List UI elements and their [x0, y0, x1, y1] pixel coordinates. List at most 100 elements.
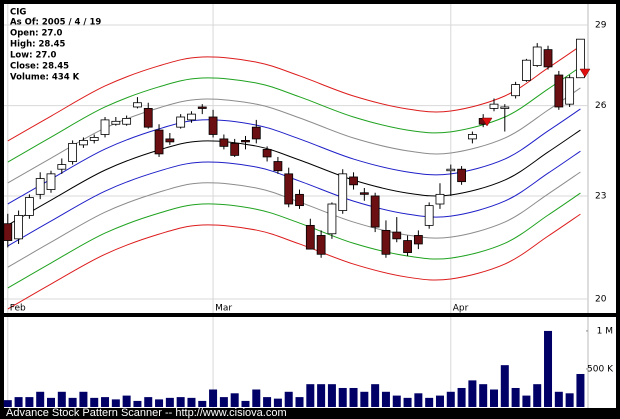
volume-bar	[14, 397, 23, 407]
volume-bar	[500, 365, 509, 407]
candle-body	[79, 140, 88, 146]
y-tick-label: 1 M	[597, 326, 613, 336]
candle-body	[230, 142, 240, 156]
volume-bar	[36, 391, 45, 407]
volume-bar	[57, 391, 66, 407]
volume-bar	[230, 393, 239, 407]
volume-bar	[79, 391, 88, 407]
candle-body	[565, 77, 575, 105]
x-tick-label: Mar	[215, 304, 232, 314]
candle-body	[143, 108, 153, 128]
volume-bar	[101, 397, 110, 407]
volume-bar	[403, 397, 412, 407]
y-tick-label: 29	[595, 21, 607, 31]
volume-bar	[198, 400, 207, 407]
candle-body	[446, 168, 456, 172]
y-tick-label: 500 K	[587, 364, 614, 374]
candle-body	[500, 106, 510, 109]
pattern-marker	[481, 117, 493, 127]
volume-bar	[209, 389, 218, 407]
volume-bar	[306, 384, 315, 407]
candle-body	[3, 223, 13, 241]
volume-bar	[111, 399, 120, 407]
volume-bar	[165, 397, 174, 407]
volume-bar	[219, 397, 228, 407]
volume-bar	[144, 397, 153, 407]
volume-bar	[425, 397, 434, 407]
candle-body	[187, 113, 196, 121]
y-tick-label: 23	[595, 191, 606, 201]
y-tick-label: 26	[595, 101, 607, 111]
volume-bar	[25, 397, 34, 407]
volume-bar	[479, 384, 488, 407]
candle-body	[46, 173, 56, 190]
candle-body	[133, 102, 142, 108]
volume-bar	[317, 384, 326, 407]
candle-body	[576, 38, 585, 79]
candle-body	[424, 205, 434, 226]
x-tick-label: Feb	[10, 304, 26, 314]
volume-bar	[371, 384, 380, 407]
candle-body	[89, 137, 99, 141]
candle-body	[241, 140, 250, 143]
candle-body	[327, 203, 337, 235]
candle-body	[370, 195, 380, 228]
volume-bar	[392, 395, 401, 407]
candle-body	[111, 120, 121, 125]
x-tick-label: Apr	[453, 304, 469, 314]
info-line: High: 28.45	[10, 40, 65, 50]
volume-bar	[457, 387, 466, 407]
candle-body	[154, 129, 164, 155]
price-panel	[4, 4, 616, 313]
candle-body	[176, 116, 186, 128]
volume-bar	[90, 397, 99, 407]
candle-body	[338, 173, 348, 211]
volume-bar	[544, 330, 553, 407]
candle-body	[24, 197, 34, 216]
ticker: CIG	[10, 8, 26, 18]
candle-body	[284, 173, 294, 205]
candle-body	[208, 116, 218, 135]
band-line	[7, 192, 581, 289]
info-line: Volume: 434 K	[10, 73, 80, 83]
volume-bar	[252, 389, 261, 407]
info-line: Open: 27.0	[10, 29, 63, 39]
volume-bar	[349, 387, 358, 407]
candle-body	[100, 119, 110, 135]
y-tick-label: 20	[595, 294, 607, 304]
volume-bar	[446, 391, 455, 407]
candle-body	[251, 126, 261, 140]
volume-bar	[187, 397, 196, 407]
candle-body	[457, 168, 466, 183]
candle-body	[381, 229, 391, 255]
band-line	[7, 150, 581, 247]
candle-body	[413, 235, 423, 245]
volume-bar	[327, 384, 336, 407]
candle-body	[305, 224, 315, 250]
volume-bar	[522, 395, 531, 407]
candle-body	[122, 118, 132, 125]
candle-body	[295, 193, 304, 207]
volume-bar	[414, 393, 423, 407]
footer: Advance Stock Pattern Scanner -- http://…	[6, 407, 287, 419]
candle-body	[554, 74, 564, 108]
candle-body	[359, 192, 369, 195]
volume-bar	[3, 400, 12, 407]
volume-bar	[338, 387, 347, 407]
candle-body	[68, 142, 78, 162]
candle-body	[262, 148, 272, 158]
candle-body	[14, 215, 23, 240]
candles	[3, 38, 585, 258]
volume-bar	[295, 397, 304, 407]
volume-bar	[68, 397, 77, 407]
volume-bar	[122, 395, 131, 407]
band-line	[7, 213, 581, 310]
candle-body	[532, 46, 542, 66]
candle-body	[165, 138, 175, 143]
volume-bar	[576, 373, 585, 407]
info-line: Low: 27.0	[10, 51, 57, 61]
volume-bar	[133, 400, 142, 407]
volume-bar	[155, 399, 164, 407]
